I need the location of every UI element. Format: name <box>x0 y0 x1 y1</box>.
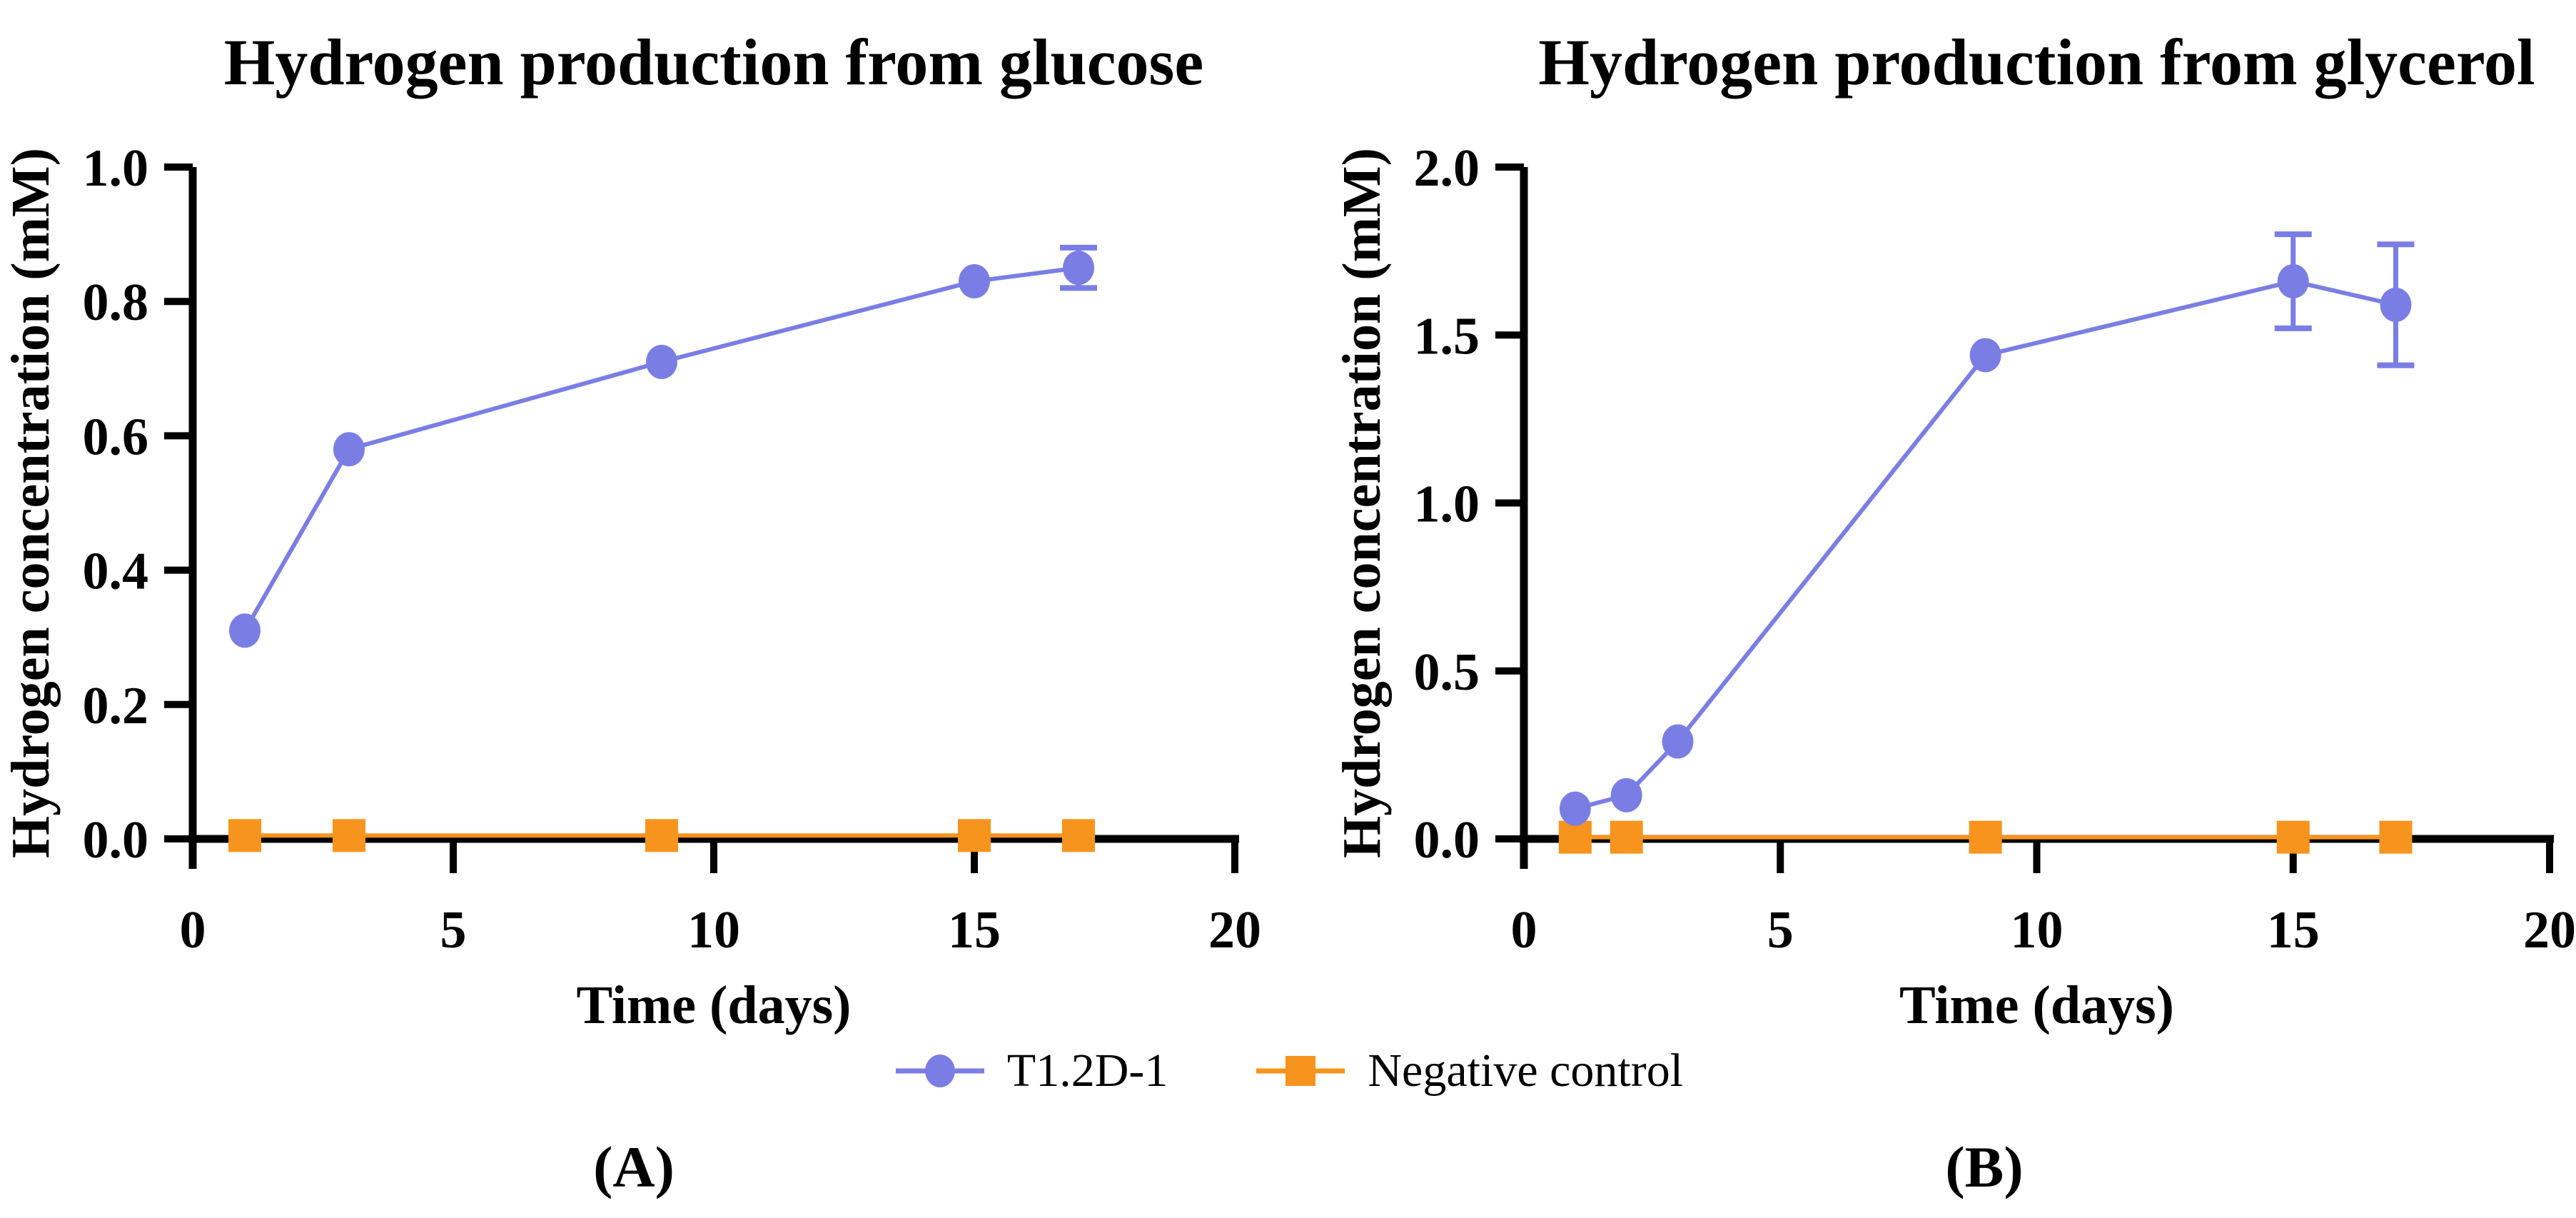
data-point-square <box>1558 820 1592 854</box>
legend-label-t12d1: T1.2D-1 <box>1006 1045 1168 1097</box>
data-point-circle <box>2277 263 2309 298</box>
data-point-circle <box>959 263 990 298</box>
data-point-circle <box>1559 791 1591 826</box>
x-tick-label: 0 <box>1511 901 1537 960</box>
chart-panel-glucose: Hydrogen production from glucose 0.0 0.2 0.… <box>1 26 1261 1035</box>
legend-marker-square <box>1286 1056 1316 1086</box>
data-point-square <box>1969 820 2002 854</box>
series-line-T1.2D-1 <box>243 266 1079 632</box>
chart-panel-glycerol: Hydrogen production from glycerol 0.0 0.5 1… <box>1332 26 2576 1035</box>
data-point-circle <box>333 432 365 467</box>
y-axis-title: Hydrogen concentration (mM) <box>1 148 61 858</box>
data-point-square <box>228 819 261 852</box>
legend-marker-circle <box>924 1055 955 1087</box>
data-point-circle <box>646 344 677 379</box>
y-tick-label: 0.2 <box>83 677 149 735</box>
legend-item-t12d1: T1.2D-1 <box>893 1044 1168 1098</box>
data-point-square <box>2276 820 2310 854</box>
x-tick-label: 15 <box>2267 901 2320 960</box>
data-point-square <box>958 819 991 852</box>
data-point-circle <box>2380 287 2412 322</box>
y-tick-label: 1.0 <box>83 139 149 198</box>
data-point-circle <box>1610 777 1642 812</box>
x-tick-label: 10 <box>2011 901 2064 960</box>
y-tick-label: 0.4 <box>83 543 149 601</box>
y-axis-title: Hydrogen concentration (mM) <box>1332 148 1392 858</box>
x-axis-title: Time (days) <box>1899 975 2174 1035</box>
y-tick-label: 0.5 <box>1414 643 1480 702</box>
legend-item-negative-control: Negative control <box>1253 1044 1683 1098</box>
panel-label-b: (B) <box>1945 1134 2024 1199</box>
data-point-square <box>1610 820 1643 854</box>
y-tick-label: 0.0 <box>1414 811 1480 870</box>
data-point-circle <box>1063 251 1094 286</box>
y-tick-label: 1.5 <box>1414 307 1480 366</box>
y-tick-label: 2.0 <box>1414 139 1480 198</box>
x-tick-label: 10 <box>687 901 740 960</box>
x-tick-label: 20 <box>1208 901 1261 960</box>
data-point-square <box>1062 819 1095 852</box>
data-point-circle <box>1969 338 2001 373</box>
circle-marker-icon <box>895 1055 984 1087</box>
y-tick-label: 0.6 <box>83 408 149 466</box>
x-axis-title: Time (days) <box>577 975 852 1035</box>
data-point-circle <box>1662 724 1694 759</box>
data-point-square <box>2379 820 2413 854</box>
x-tick-label: 20 <box>2523 901 2576 960</box>
y-tick-label: 0.0 <box>83 811 149 870</box>
data-point-square <box>645 819 678 852</box>
y-tick-label: 0.8 <box>83 273 149 332</box>
data-point-circle <box>229 613 261 648</box>
legend: T1.2D-1 Negative control <box>0 1044 2576 1098</box>
x-tick-label: 5 <box>440 901 467 960</box>
x-tick-label: 0 <box>180 901 206 960</box>
chart-title: Hydrogen production from glucose <box>224 26 1203 99</box>
y-tick-label: 1.0 <box>1414 475 1480 534</box>
square-marker-icon <box>1256 1056 1345 1086</box>
chart-title: Hydrogen production from glycerol <box>1538 26 2535 99</box>
x-tick-label: 15 <box>948 901 1001 960</box>
panel-label-a: (A) <box>593 1134 675 1199</box>
x-tick-label: 5 <box>1767 901 1794 960</box>
data-point-square <box>333 819 365 852</box>
legend-label-negative-control: Negative control <box>1368 1045 1684 1097</box>
